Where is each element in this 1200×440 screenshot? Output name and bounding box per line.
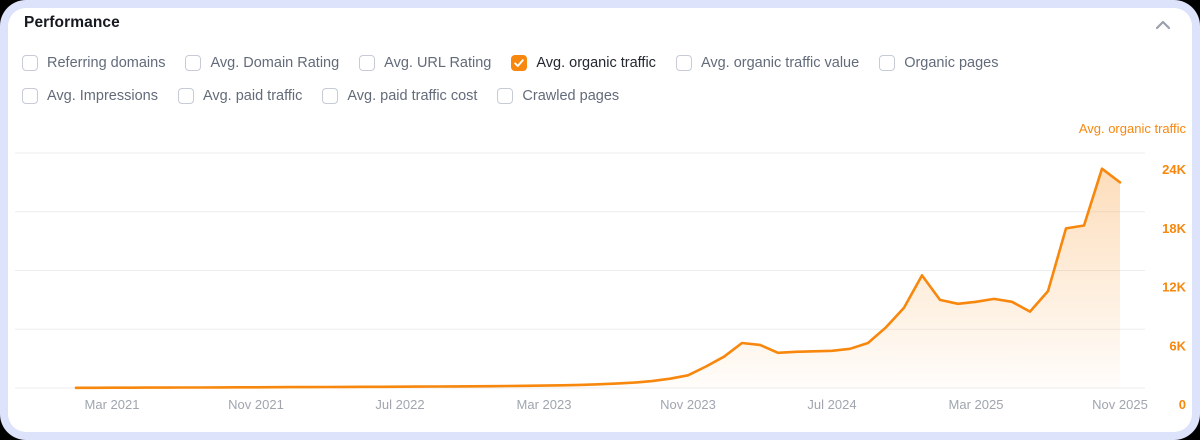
y-axis-label: 12K (1162, 280, 1186, 295)
checkbox-unchecked (22, 88, 38, 104)
chart-legend-label: Avg. organic traffic (1078, 121, 1186, 136)
checkbox-unchecked (675, 55, 692, 71)
x-axis-label: Nov 2023 (660, 397, 716, 412)
checkbox-label: Avg. Domain Rating (210, 55, 340, 71)
checkbox-label: Avg. paid traffic (202, 88, 303, 104)
metric-checkbox-item[interactable]: Crawled pages (497, 88, 619, 104)
checkbox-label: Avg. URL Rating (384, 55, 492, 71)
metric-checkbox-item[interactable]: Avg. URL Rating (359, 55, 491, 71)
metric-checkbox-item[interactable]: Avg. organic traffic (511, 55, 656, 71)
x-axis-label: Nov 2025 (1092, 397, 1148, 412)
checkbox-checked (511, 55, 528, 71)
metric-checkbox-item[interactable]: Avg. paid traffic cost (322, 88, 477, 104)
y-axis-label: 6K (1169, 338, 1186, 353)
x-axis-label: Jul 2024 (807, 397, 856, 412)
metric-toggle-row-1: Referring domains Avg. Domain Rating Avg. … (22, 54, 999, 72)
checkmark-icon (514, 59, 525, 67)
checkbox-label: Avg. organic traffic (536, 55, 656, 71)
checkbox-unchecked (322, 88, 339, 104)
checkbox-label: Avg. paid traffic cost (347, 88, 478, 104)
x-axis-label: Mar 2023 (517, 397, 572, 412)
metric-checkbox-item[interactable]: Referring domains (22, 55, 165, 71)
x-axis-label: Jul 2022 (375, 397, 424, 412)
x-axis-label: Mar 2021 (85, 397, 140, 412)
x-axis-label: Nov 2021 (228, 397, 284, 412)
chevron-up-icon (1155, 18, 1171, 33)
metric-checkbox-item[interactable]: Avg. Impressions (22, 88, 158, 104)
y-axis-label: 0 (1179, 397, 1186, 412)
checkbox-unchecked (22, 55, 38, 71)
panel-title: Performance (24, 14, 120, 31)
checkbox-label: Crawled pages (522, 88, 620, 104)
metric-checkbox-item[interactable]: Avg. organic traffic value (675, 55, 860, 71)
x-axis-label: Mar 2025 (949, 397, 1004, 412)
checkbox-unchecked (879, 55, 896, 71)
checkbox-unchecked (359, 55, 376, 71)
checkbox-unchecked (497, 88, 514, 104)
y-axis-label: 18K (1162, 221, 1186, 236)
organic-traffic-chart: 0 6K 12K 18K 24K Mar 2021 Nov 2021 Jul 2022 Mar … (15, 152, 1187, 412)
chart-area: 0 6K 12K 18K 24K Mar 2021 Nov 2021 Jul 2022 Mar … (15, 140, 1190, 414)
y-axis-label: 24K (1162, 162, 1186, 177)
checkbox-label: Avg. organic traffic value (700, 55, 860, 71)
collapse-button[interactable] (1152, 14, 1174, 36)
metric-checkbox-item[interactable]: Organic pages (879, 55, 999, 71)
checkbox-label: Avg. Impressions (47, 88, 158, 104)
checkbox-label: Referring domains (47, 55, 166, 71)
metric-toggle-row-2: Avg. Impressions Avg. paid traffic Avg. pa… (22, 87, 619, 105)
traffic-area-fill (76, 168, 1120, 388)
metric-checkbox-item[interactable]: Avg. paid traffic (177, 88, 303, 104)
checkbox-unchecked (177, 88, 194, 104)
checkbox-unchecked (185, 55, 202, 71)
metric-checkbox-item[interactable]: Avg. Domain Rating (185, 55, 339, 71)
traffic-line (74, 167, 1122, 390)
checkbox-label: Organic pages (904, 55, 999, 71)
